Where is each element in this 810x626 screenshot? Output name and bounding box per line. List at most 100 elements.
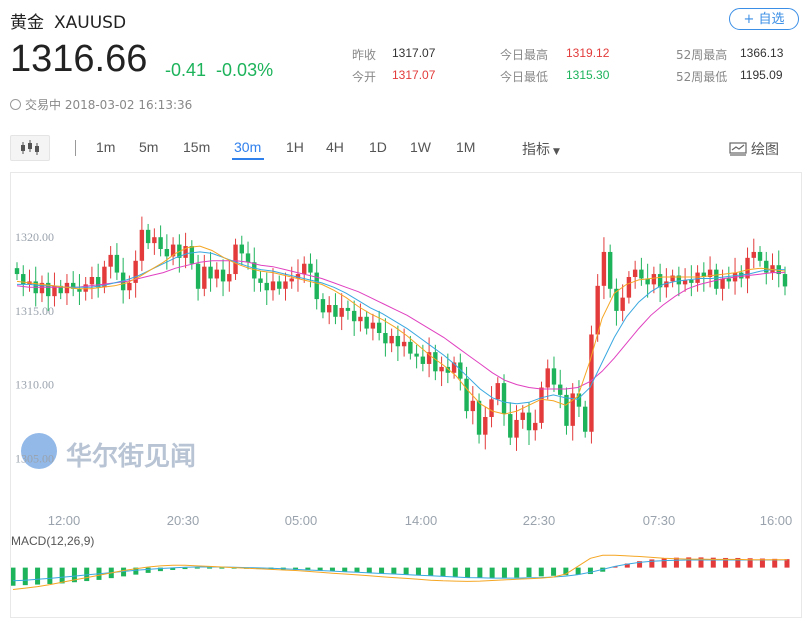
candle-body — [195, 263, 201, 289]
candle-body — [220, 269, 226, 282]
candle-body — [39, 282, 45, 294]
macd-bar — [84, 567, 90, 582]
candle-body — [295, 274, 301, 279]
macd-bar — [354, 567, 360, 573]
candle-body — [164, 249, 170, 257]
candle-body — [695, 272, 700, 283]
candle-body — [739, 272, 744, 279]
candle-body — [145, 229, 151, 244]
candle-body — [139, 229, 145, 261]
chart-draw-icon — [729, 142, 747, 156]
candle-body — [208, 266, 213, 279]
macd-bar — [379, 567, 385, 574]
macd-bar — [207, 567, 213, 569]
period-tab[interactable]: 5m — [139, 139, 159, 155]
candle-body — [21, 274, 26, 285]
candle-body — [70, 282, 76, 289]
candle-body — [102, 266, 107, 288]
macd-bar — [772, 558, 778, 568]
candle-body — [676, 275, 682, 285]
candle-body — [476, 400, 482, 435]
macd-bar — [649, 559, 655, 568]
macd-bar — [317, 567, 323, 571]
chart-type-button[interactable] — [10, 135, 50, 161]
candle-body — [83, 284, 88, 292]
period-tab[interactable]: 4H — [326, 139, 344, 155]
candle-body — [127, 282, 132, 291]
candle-body — [227, 274, 232, 282]
instrument-name: 黄金 — [10, 13, 44, 33]
period-tab[interactable]: 1M — [456, 139, 476, 155]
candle-body — [545, 368, 550, 388]
candle-body — [689, 279, 694, 283]
candle-body — [258, 278, 263, 283]
macd-bar — [747, 558, 753, 568]
candle-body — [114, 254, 120, 273]
candle-body — [64, 282, 70, 294]
indicator-dropdown[interactable]: 指标 ▼ — [522, 139, 560, 159]
candle-body — [77, 288, 82, 292]
watermark-text: 华尔街见闻 — [66, 441, 196, 472]
macd-bar — [686, 557, 692, 568]
caret-down-icon: ▼ — [553, 147, 560, 157]
candle-body — [595, 285, 600, 335]
period-tab[interactable]: 30m — [234, 139, 262, 155]
macd-bar — [661, 558, 667, 568]
candle-body — [764, 260, 769, 273]
candle-body — [601, 251, 607, 286]
candle-body — [745, 257, 750, 279]
chart-area[interactable]: 华尔街见闻 1320.00 1315.00 1310.00 1305.00 12:00 20… — [10, 172, 802, 618]
candle-body — [564, 394, 569, 426]
candle-body — [158, 237, 163, 249]
candle-body — [270, 281, 276, 291]
macd-bar — [759, 558, 765, 568]
candle-body — [420, 356, 426, 364]
candle-body — [582, 406, 588, 432]
candle-body — [558, 384, 563, 395]
price-chart[interactable]: 华尔街见闻 1320.00 1315.00 1310.00 1305.00 12:00 20… — [10, 173, 801, 617]
period-tab[interactable]: 15m — [183, 139, 211, 155]
stat-value: 1317.07 — [392, 46, 436, 60]
indicator-label: 指标 — [522, 142, 550, 158]
candle-body — [508, 414, 513, 438]
macd-bar — [35, 567, 41, 585]
candle-body — [770, 265, 775, 273]
candle-body — [501, 383, 507, 415]
macd-bar — [145, 567, 151, 573]
macd-bar — [612, 566, 618, 568]
candle-body — [714, 269, 719, 289]
macd-bar — [735, 557, 741, 568]
candle-body — [433, 352, 438, 372]
period-tab[interactable]: 1m — [96, 139, 116, 155]
candle-body — [170, 244, 176, 257]
macd-bar — [391, 567, 397, 575]
trading-status: 交易中 2018-03-02 16:13:36 — [10, 96, 192, 113]
macd-bar — [538, 567, 544, 577]
macd-bar — [366, 567, 372, 573]
period-tab[interactable]: 1D — [369, 139, 387, 155]
macd-bar — [526, 567, 532, 577]
y-tick-label: 1310.00 — [15, 378, 54, 392]
x-tick-label: 05:00 — [285, 513, 318, 528]
macd-bar — [59, 567, 65, 584]
add-watchlist-button[interactable]: + 自选 — [729, 8, 799, 30]
stat-label: 今开 — [352, 70, 377, 84]
stat-value: 1195.09 — [740, 68, 783, 82]
candle-body — [495, 383, 500, 400]
macd-label: MACD(12,26,9) — [11, 534, 94, 548]
candle-body — [589, 334, 594, 432]
candle-body — [408, 341, 413, 354]
macd-bar — [698, 557, 704, 568]
period-tab[interactable]: 1H — [286, 139, 304, 155]
macd-bar — [342, 567, 348, 572]
change-value: -0.41 — [165, 60, 207, 80]
candle-body — [682, 279, 688, 285]
candle-body — [701, 272, 707, 277]
macd-bar — [22, 567, 28, 586]
draw-tool-button[interactable]: 绘图 — [729, 139, 779, 159]
macd-bar — [624, 563, 630, 568]
candle-body — [514, 419, 519, 438]
period-tab[interactable]: 1W — [410, 139, 431, 155]
stat-value: 1319.12 — [566, 46, 610, 60]
candle-body — [445, 366, 451, 373]
